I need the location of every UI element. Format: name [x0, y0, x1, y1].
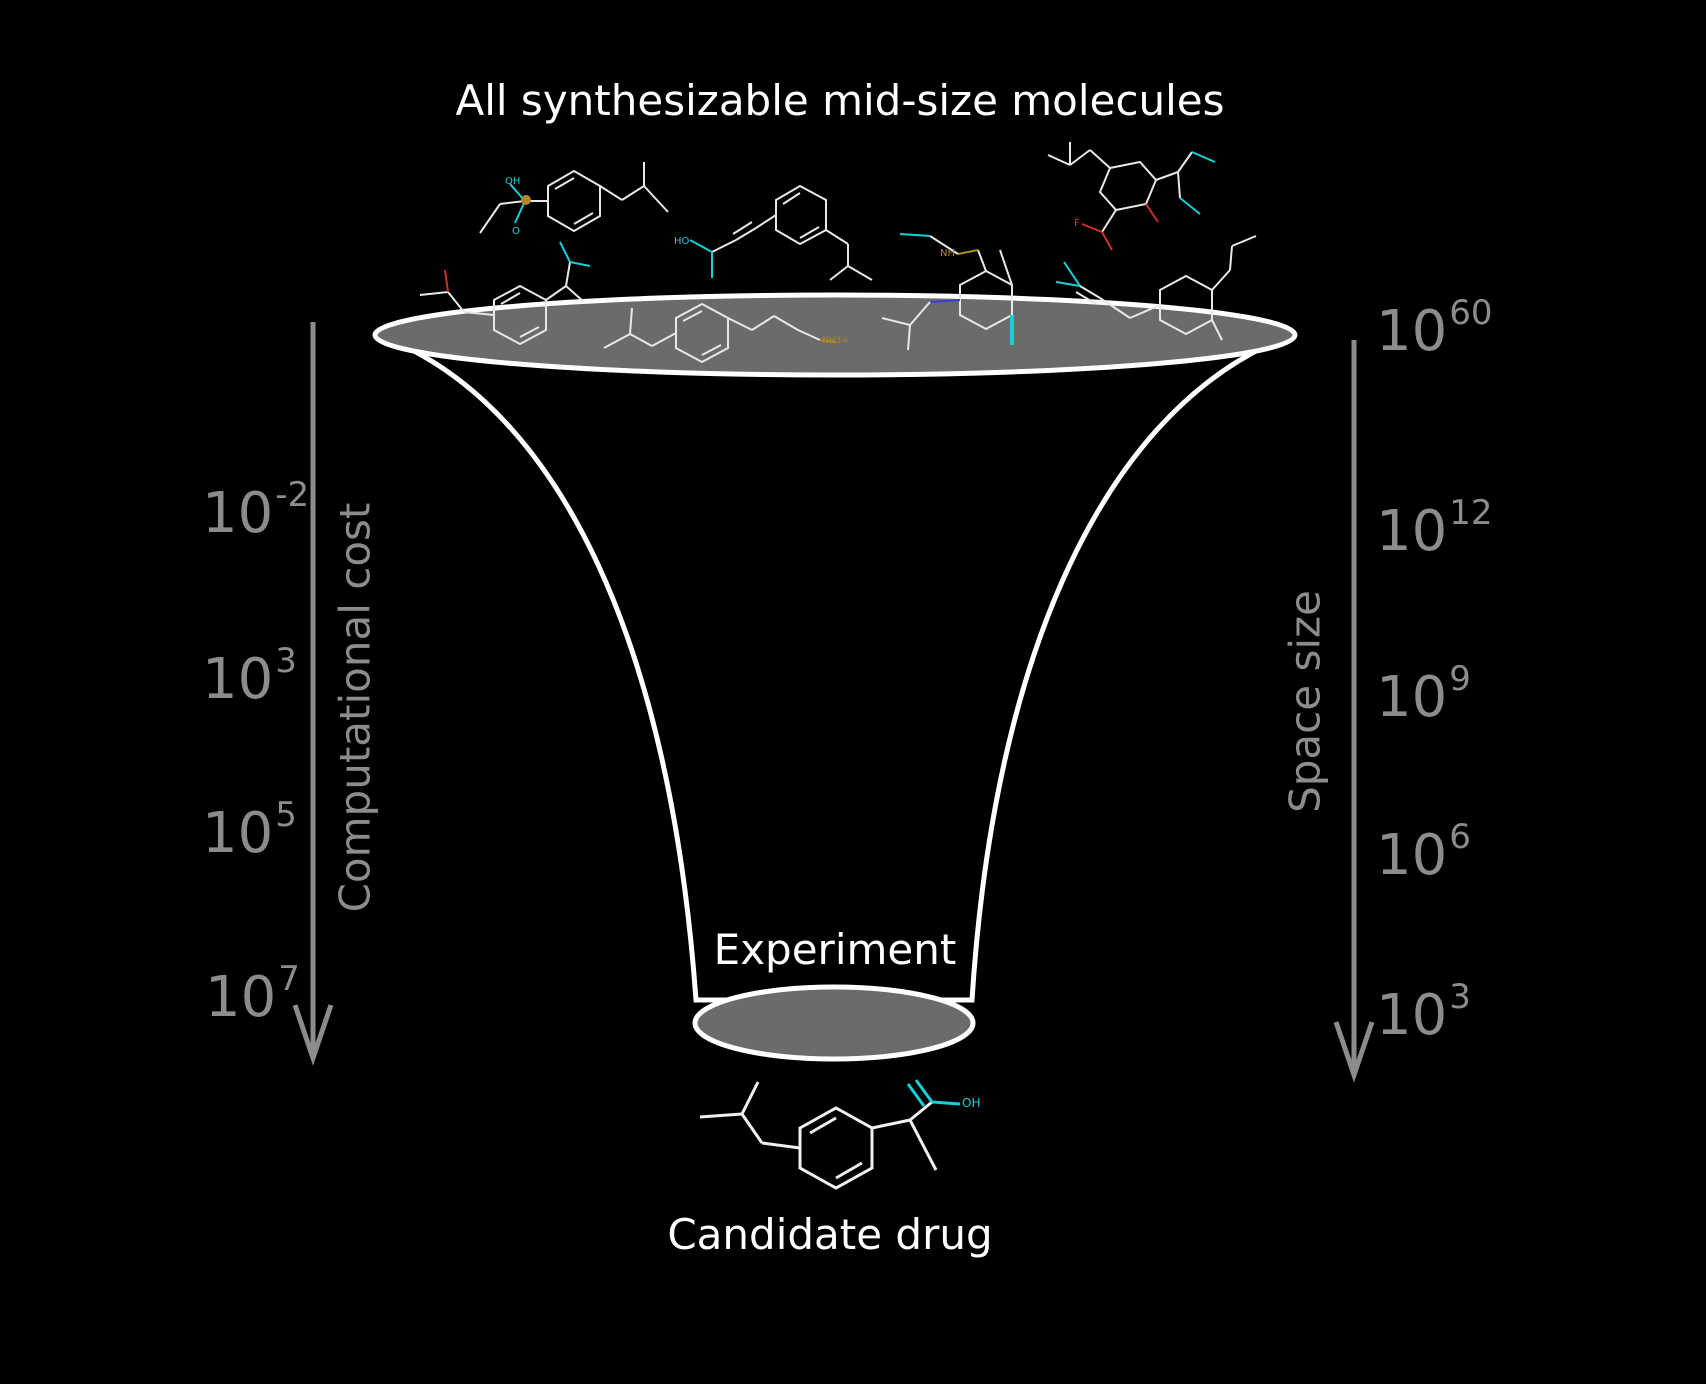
space-size-arrow — [1333, 340, 1375, 1083]
experiment-label: Experiment — [713, 925, 957, 974]
molecule-structure-5 — [1055, 235, 1257, 341]
molecule-structure-1 — [479, 162, 669, 234]
atom-label-oh-candidate: OH — [962, 1096, 981, 1110]
left-tick-2: 103 — [202, 641, 297, 712]
atom-label-nh: NH — [940, 248, 955, 259]
atom-label-ho: HO — [674, 236, 690, 247]
atom-label-f: F — [1074, 218, 1080, 229]
right-tick-2: 1012 — [1376, 493, 1493, 564]
molecule-structure-7 — [603, 302, 837, 364]
left-tick-3: 105 — [202, 795, 297, 866]
computational-cost-label: Computational cost — [330, 502, 380, 913]
right-tick-4: 106 — [1376, 817, 1471, 888]
candidate-drug-label: Candidate drug — [667, 1210, 993, 1259]
funnel-top-ellipse — [372, 292, 1298, 378]
atom-label-o: O — [512, 226, 520, 237]
molecule-structure-2 — [689, 184, 873, 281]
computational-cost-arrow — [292, 322, 334, 1066]
space-size-label: Space size — [1280, 590, 1330, 813]
molecule-structure-3 — [1047, 142, 1216, 251]
atom-label-nh3: NH3+ — [822, 336, 849, 346]
funnel-body — [400, 342, 1270, 1003]
right-tick-1: 1060 — [1376, 293, 1493, 364]
right-tick-5: 103 — [1376, 977, 1471, 1048]
left-tick-4: 107 — [205, 959, 300, 1030]
molecule-structure-6 — [419, 241, 591, 346]
molecule-structure-4 — [881, 233, 1014, 351]
diagram-title: All synthesizable mid-size molecules — [455, 76, 1225, 125]
right-tick-3: 109 — [1376, 659, 1471, 730]
left-tick-1: 10-2 — [202, 475, 310, 546]
funnel-bottom-ellipse — [692, 984, 976, 1062]
atom-label-oh: OH — [505, 176, 521, 187]
candidate-drug-molecule — [699, 1079, 961, 1190]
